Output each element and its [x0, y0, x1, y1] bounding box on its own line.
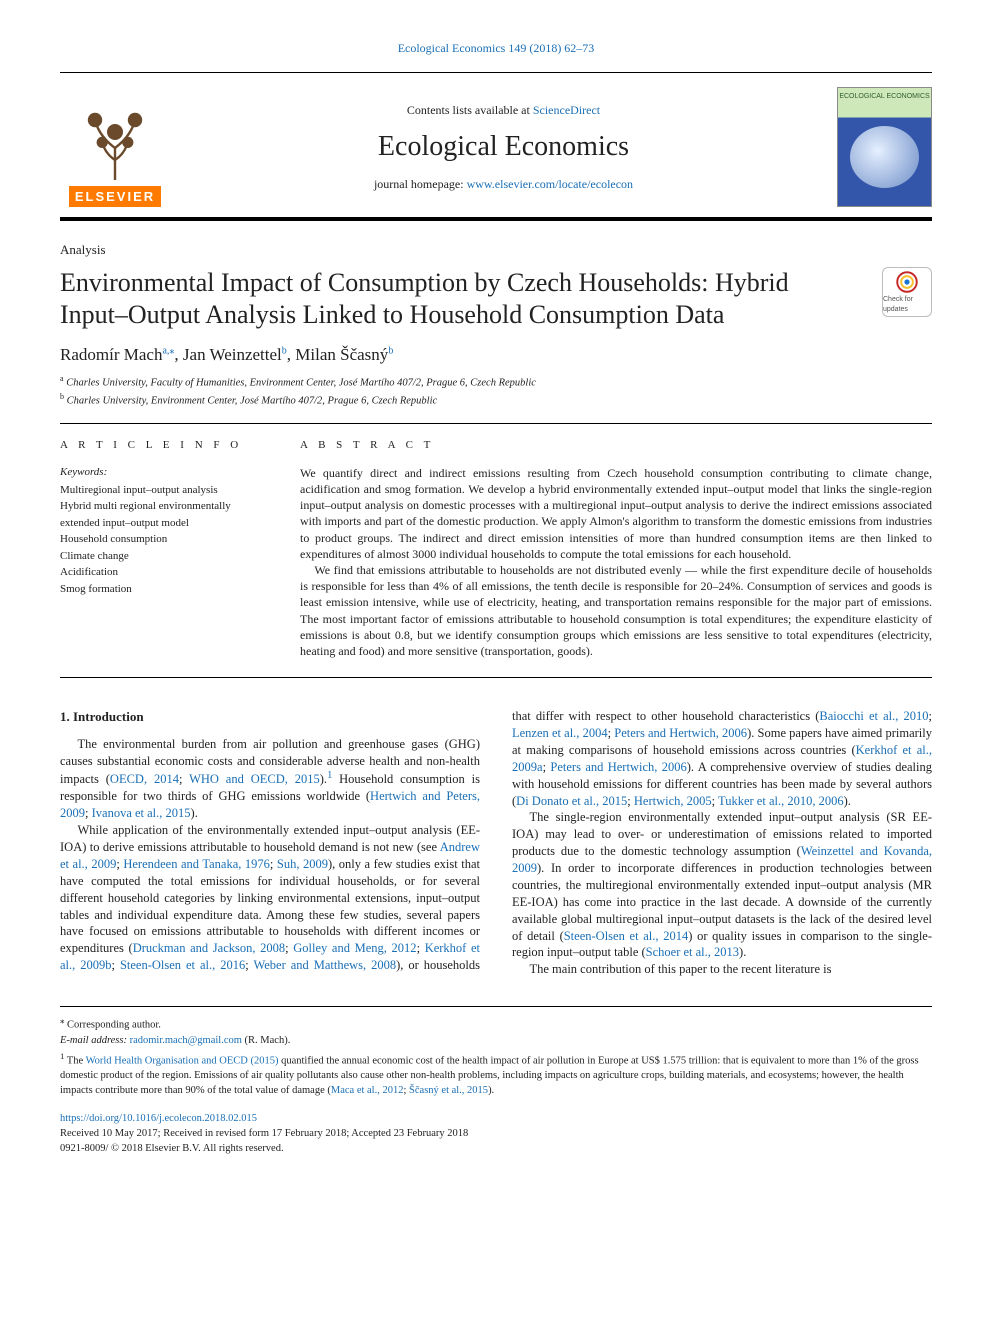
article-title: Environmental Impact of Consumption by C…	[60, 267, 862, 332]
email-line: E-mail address: radomir.mach@gmail.com (…	[60, 1034, 932, 1049]
affiliations: a Charles University, Faculty of Humanit…	[60, 373, 932, 409]
t: ;	[112, 958, 120, 972]
crossmark-badge[interactable]: Check for updates	[882, 267, 932, 317]
abstract-column: A B S T R A C T We quantify direct and i…	[300, 438, 932, 659]
author-3: Milan Ščasný	[295, 345, 388, 364]
ref-link[interactable]: World Health Organisation and OECD (2015…	[86, 1056, 279, 1067]
article-info-column: A R T I C L E I N F O Keywords: Multireg…	[60, 438, 260, 659]
article-type: Analysis	[60, 241, 932, 259]
t: ;	[627, 794, 634, 808]
journal-cover-thumbnail: ECOLOGICAL ECONOMICS	[837, 87, 932, 207]
t: ).	[191, 806, 198, 820]
ref-link[interactable]: Di Donato et al., 2015	[516, 794, 627, 808]
ref-link[interactable]: Ščasný et al., 2015	[409, 1085, 488, 1096]
keyword-item: Hybrid multi regional environmentally ex…	[60, 498, 260, 531]
journal-name: Ecological Economics	[170, 128, 837, 166]
abstract-para-1: We quantify direct and indirect emission…	[300, 465, 932, 562]
abstract-label: A B S T R A C T	[300, 438, 932, 453]
ref-link[interactable]: Herendeen and Tanaka, 1976	[123, 857, 270, 871]
t: The	[64, 1056, 85, 1067]
footnote-1: 1 The World Health Organisation and OECD…	[60, 1050, 932, 1099]
keyword-item: Climate change	[60, 548, 260, 565]
t: ;	[417, 941, 425, 955]
t: ;	[179, 773, 189, 787]
section-heading-1: 1. Introduction	[60, 708, 480, 726]
t: ;	[85, 806, 92, 820]
ref-link[interactable]: Lenzen et al., 2004	[512, 726, 608, 740]
affil-b-marker: b	[60, 392, 64, 401]
author-list: Radomír Macha,⁎, Jan Weinzettelb, Milan …	[60, 344, 932, 367]
author-1-affil[interactable]: a,⁎	[162, 345, 174, 356]
t: ).	[844, 794, 851, 808]
ref-link[interactable]: Peters and Hertwich, 2006	[614, 726, 747, 740]
divider	[60, 423, 932, 424]
crossmark-label: Check for updates	[883, 295, 931, 314]
crossmark-icon	[894, 269, 920, 295]
ref-link[interactable]: Suh, 2009	[277, 857, 328, 871]
ref-link[interactable]: Baiocchi et al., 2010	[819, 709, 928, 723]
email-suffix: (R. Mach).	[242, 1035, 290, 1046]
ref-link[interactable]: WHO and OECD, 2015	[189, 773, 320, 787]
body-para-1: The environmental burden from air pollut…	[60, 736, 480, 823]
t: ).	[488, 1085, 494, 1096]
footnotes: ⁎ Corresponding author. E-mail address: …	[60, 1006, 932, 1098]
author-2: Jan Weinzettel	[183, 345, 282, 364]
author-1: Radomír Mach	[60, 345, 162, 364]
issn-copyright: 0921-8009/ © 2018 Elsevier B.V. All righ…	[60, 1141, 932, 1156]
ref-link[interactable]: Tukker et al., 2010, 2006	[718, 794, 844, 808]
keywords-label: Keywords:	[60, 465, 260, 480]
author-3-affil[interactable]: b	[388, 345, 393, 356]
corresponding-author-note: ⁎ Corresponding author.	[60, 1014, 932, 1033]
t: ).	[320, 773, 327, 787]
page-footer: https://doi.org/10.1016/j.ecolecon.2018.…	[60, 1111, 932, 1157]
ref-link[interactable]: Golley and Meng, 2012	[293, 941, 416, 955]
contents-prefix: Contents lists available at	[407, 103, 533, 117]
header-citation-link[interactable]: Ecological Economics 149 (2018) 62–73	[398, 41, 595, 55]
t: While application of the environmentally…	[60, 823, 480, 854]
publisher-logo: ELSEVIER	[60, 87, 170, 207]
ref-link[interactable]: Druckman and Jackson, 2008	[133, 941, 285, 955]
keyword-item: Household consumption	[60, 531, 260, 548]
keyword-item: Multiregional input–output analysis	[60, 482, 260, 499]
affil-a-marker: a	[60, 374, 64, 383]
abstract-para-2: We find that emissions attributable to h…	[300, 562, 932, 659]
elsevier-tree-icon	[75, 104, 155, 184]
affil-a: Charles University, Faculty of Humanitie…	[66, 377, 536, 388]
keywords-list: Multiregional input–output analysisHybri…	[60, 482, 260, 598]
header-citation: Ecological Economics 149 (2018) 62–73	[60, 40, 932, 56]
corr-text: Corresponding author.	[64, 1020, 161, 1031]
ref-link[interactable]: Steen-Olsen et al., 2014	[564, 929, 688, 943]
doi-link[interactable]: https://doi.org/10.1016/j.ecolecon.2018.…	[60, 1113, 257, 1124]
body-para-3: The single-region environmentally extend…	[512, 809, 932, 961]
keyword-item: Acidification	[60, 564, 260, 581]
ref-link[interactable]: Ivanova et al., 2015	[92, 806, 191, 820]
ref-link[interactable]: Steen-Olsen et al., 2016	[120, 958, 245, 972]
body-para-4: The main contribution of this paper to t…	[512, 961, 932, 978]
masthead: ELSEVIER Contents lists available at Sci…	[60, 72, 932, 221]
cover-title: ECOLOGICAL ECONOMICS	[838, 92, 931, 101]
ref-link[interactable]: Peters and Hertwich, 2006	[550, 760, 686, 774]
email-link[interactable]: radomir.mach@gmail.com	[130, 1035, 242, 1046]
ref-link[interactable]: Schoer et al., 2013	[646, 945, 739, 959]
t: ;	[270, 857, 277, 871]
elsevier-wordmark: ELSEVIER	[69, 186, 161, 208]
t: ;	[929, 709, 932, 723]
keyword-item: Smog formation	[60, 581, 260, 598]
homepage-prefix: journal homepage:	[374, 177, 467, 191]
email-label: E-mail address:	[60, 1035, 130, 1046]
affil-b: Charles University, Environment Center, …	[67, 395, 438, 406]
homepage-link[interactable]: www.elsevier.com/locate/ecolecon	[467, 177, 633, 191]
ref-link[interactable]: Hertwich, 2005	[634, 794, 712, 808]
ref-link[interactable]: Weber and Matthews, 2008	[253, 958, 396, 972]
sciencedirect-link[interactable]: ScienceDirect	[533, 103, 600, 117]
contents-line: Contents lists available at ScienceDirec…	[170, 102, 837, 118]
article-info-label: A R T I C L E I N F O	[60, 438, 260, 453]
body-text: 1. Introduction The environmental burden…	[60, 708, 932, 978]
author-2-affil[interactable]: b	[282, 345, 287, 356]
history-dates: Received 10 May 2017; Received in revise…	[60, 1126, 932, 1141]
t: ).	[739, 945, 746, 959]
homepage-line: journal homepage: www.elsevier.com/locat…	[170, 176, 837, 192]
ref-link[interactable]: Maca et al., 2012	[331, 1085, 404, 1096]
ref-link[interactable]: OECD, 2014	[110, 773, 179, 787]
